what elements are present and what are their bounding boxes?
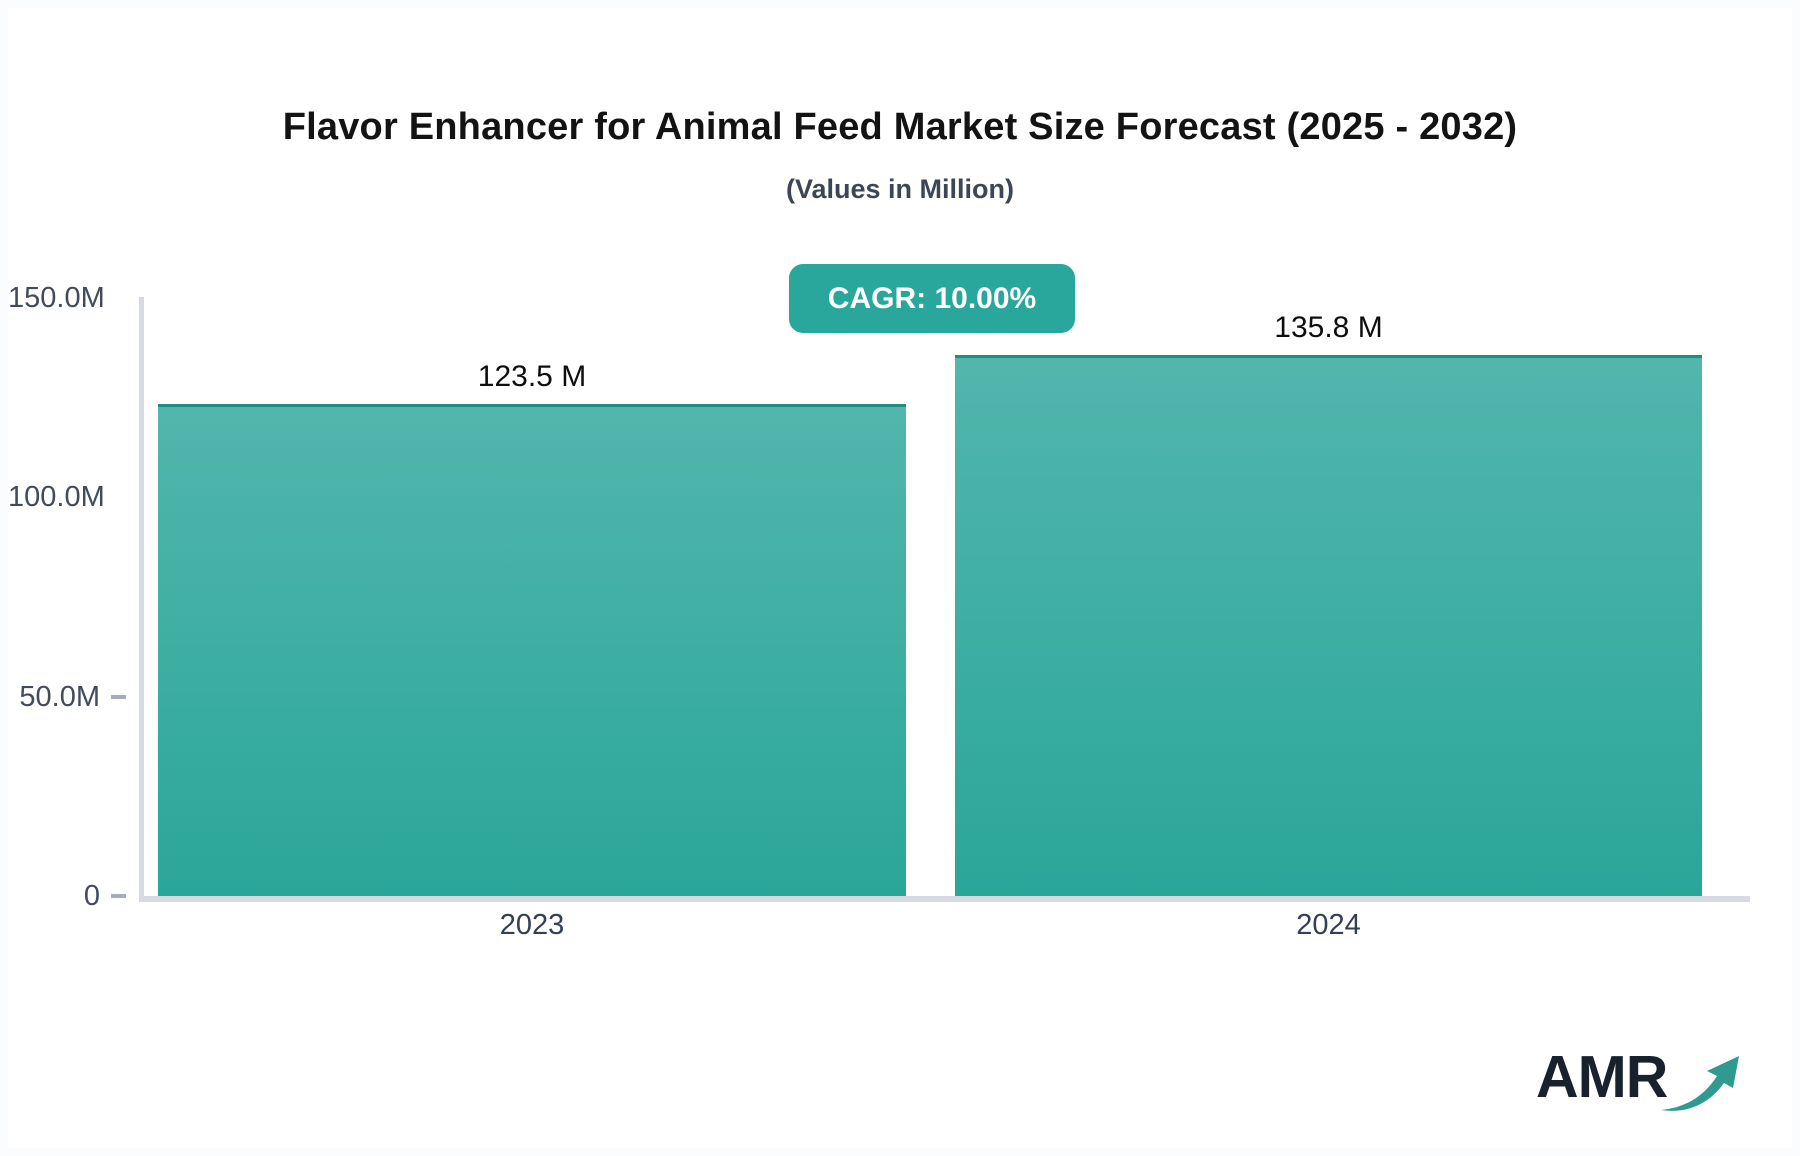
bar-value-label: 123.5 M xyxy=(477,360,587,393)
brand-logo: AMR xyxy=(1536,1038,1745,1116)
chart-title: Flavor Enhancer for Animal Feed Market S… xyxy=(282,106,1518,148)
y-axis-tick-label: 100.0M xyxy=(8,481,105,514)
y-axis-line xyxy=(139,297,144,899)
trend-up-arrow-icon xyxy=(1661,1056,1740,1111)
x-axis-category-label: 2023 xyxy=(499,909,565,941)
y-axis-tick-mark xyxy=(111,894,126,898)
bar-2023[interactable] xyxy=(158,404,906,896)
chart-card: Flavor Enhancer for Animal Feed Market S… xyxy=(8,8,1792,1148)
y-axis-tick-label: 50.0M xyxy=(19,680,100,713)
y-axis-tick-mark xyxy=(111,694,126,699)
y-axis-tick-label: 150.0M xyxy=(8,282,105,314)
x-axis-category-label: 2024 xyxy=(1296,909,1361,941)
logo-text: AMR xyxy=(1536,1043,1668,1110)
y-axis-tick-label: 0 xyxy=(83,880,100,912)
bar-value-label: 135.8 M xyxy=(1274,311,1383,344)
cagr-badge: CAGR: 10.00% xyxy=(789,264,1075,333)
bar-2024[interactable] xyxy=(955,355,1702,896)
x-axis-line xyxy=(139,896,1750,902)
chart-subtitle: (Values in Million) xyxy=(785,174,1015,204)
